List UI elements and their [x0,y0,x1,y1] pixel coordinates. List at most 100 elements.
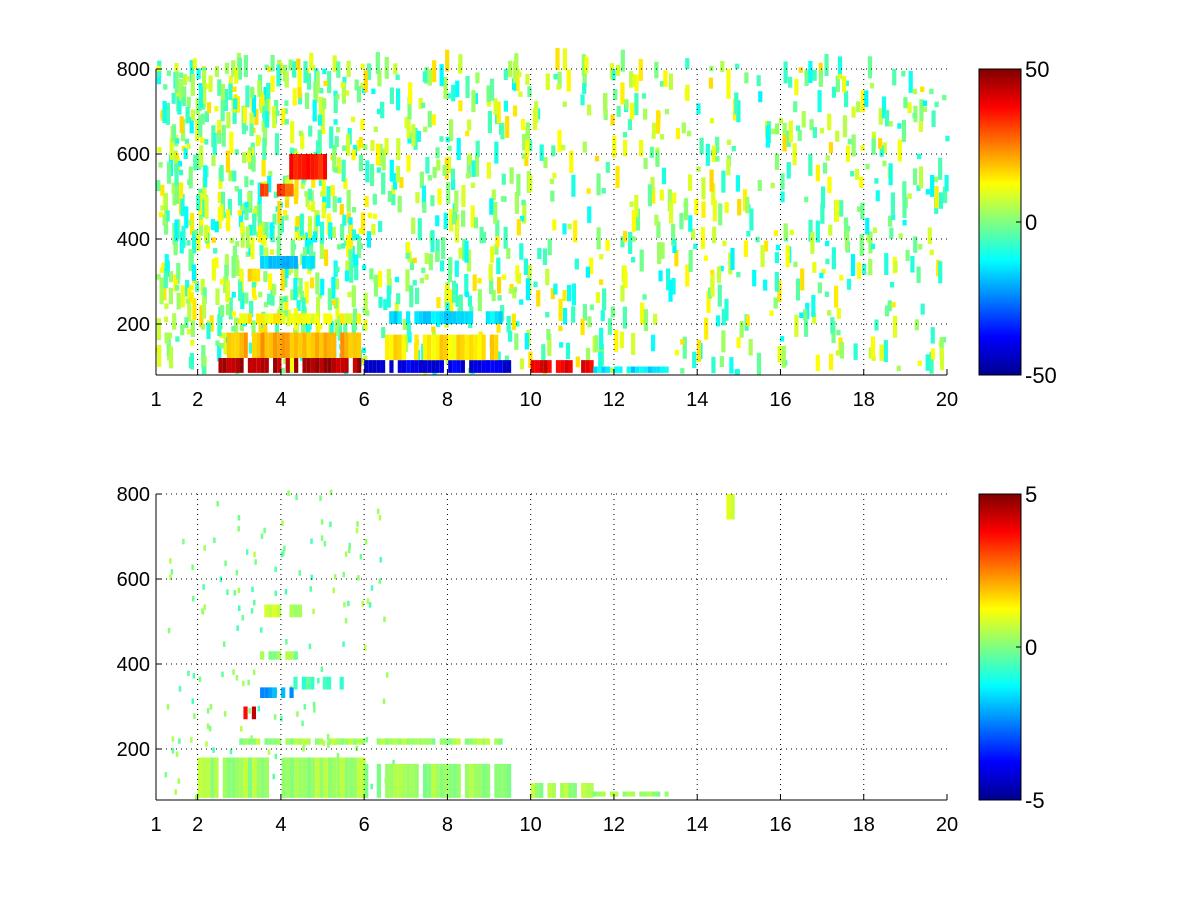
heatmap-band-cell [490,360,495,373]
heatmap-band-cell [473,334,478,361]
heatmap-cell [804,69,809,86]
heatmap-cell [187,670,190,677]
heatmap-cell [356,139,361,151]
heatmap-cell [632,75,637,87]
heatmap-cell [331,226,336,238]
heatmap-cell [916,153,922,160]
heatmap-cell [629,102,635,120]
heatmap-cell [447,145,452,152]
heatmap-cell [834,285,839,308]
heatmap-band-cell [448,763,453,798]
heatmap-cell [221,124,226,147]
heatmap-cell [446,93,452,99]
heatmap-cell [309,244,314,267]
heatmap-cell [280,268,285,291]
heatmap-cell [395,74,400,81]
heatmap-cell [204,196,209,219]
heatmap-cell [494,243,499,255]
heatmap-band-cell [315,332,320,358]
heatmap-cell [292,88,297,105]
heatmap-cell [174,141,179,147]
heatmap-band-cell [393,763,398,798]
heatmap-cell [173,274,178,292]
heatmap-cell [851,134,856,157]
heatmap-cell [182,74,187,86]
heatmap-cell [244,201,249,208]
heatmap-cell [274,753,278,760]
heatmap-band-cell [614,366,619,373]
heatmap-cell [927,227,932,244]
heatmap-cell [266,82,271,100]
heatmap-cell [558,298,563,321]
heatmap-band-cell [327,332,332,358]
heatmap-cell [819,272,824,279]
heatmap-cell [586,188,591,194]
heatmap-band-cell [643,791,648,797]
heatmap-cell [219,342,224,349]
heatmap-cell [859,234,864,257]
heatmap-cell [860,90,866,113]
heatmap-cell [248,708,251,714]
heatmap-band-cell [247,738,252,745]
heatmap-cell [735,63,740,70]
heatmap-band-cell [281,332,286,358]
y-tick-label: 800 [117,59,150,81]
heatmap-cell [631,332,636,355]
heatmap-cell [582,141,587,153]
heatmap-cell [874,319,879,331]
heatmap-cell [263,527,266,534]
heatmap-band-cell [247,313,252,324]
heatmap-cell [299,213,304,236]
heatmap-cell [412,280,417,286]
heatmap-band-cell [581,783,586,798]
heatmap-band-cell [306,313,311,324]
heatmap-band-cell [380,360,386,373]
heatmap-cell [233,590,237,596]
heatmap-cell [532,108,538,131]
heatmap-cell [169,137,174,160]
heatmap-cell [337,318,342,341]
heatmap-cell [793,101,798,113]
heatmap-cell [350,116,356,123]
heatmap-band-cell [485,763,491,798]
heatmap-cell [332,55,337,72]
heatmap-cell [493,98,498,115]
heatmap-band-cell [256,757,261,798]
heatmap-cell [315,71,320,94]
heatmap-cell [942,186,948,204]
heatmap-cell [364,645,367,651]
heatmap-band-cell [302,757,307,798]
heatmap-cell [329,521,332,528]
heatmap-cell [421,185,427,208]
heatmap-cell [610,114,615,126]
heatmap-band-cell [239,313,244,324]
heatmap-band-cell [589,783,594,798]
heatmap-cell [493,201,498,224]
heatmap-cell [399,177,404,189]
heatmap-cell [174,71,179,94]
heatmap-cell [514,191,519,214]
heatmap-cell [411,217,416,235]
heatmap-cell [297,68,302,91]
heatmap-cell [521,199,526,206]
heatmap-cell [346,189,351,212]
heatmap-cell [312,608,315,615]
heatmap-cell [222,102,227,108]
heatmap-band-cell [664,366,669,373]
heatmap-cell [203,545,206,551]
heatmap-cell [301,297,306,315]
heatmap-cell [817,90,822,113]
heatmap-band-cell [252,757,257,798]
heatmap-band-cell [393,738,398,745]
heatmap-cell [929,351,934,374]
heatmap-cell [323,80,328,87]
heatmap-cell [226,209,231,232]
heatmap-cell [757,179,762,191]
heatmap-band-cell [356,738,362,745]
heatmap-cell [719,265,724,272]
heatmap-band-cell [464,738,470,745]
heatmap-band-cell [272,738,278,745]
heatmap-cell [228,170,233,182]
heatmap-band-cell [589,360,594,373]
heatmap-cell [308,643,312,650]
